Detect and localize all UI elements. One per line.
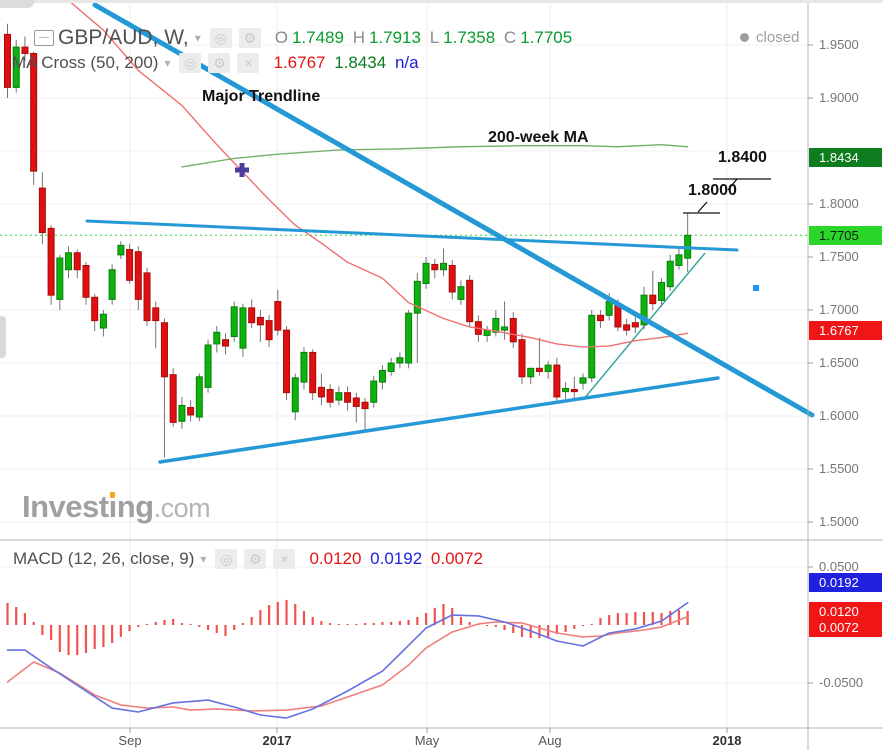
annotation-level-18400: 1.8400 [718, 149, 767, 166]
low-label: L [429, 28, 440, 47]
chevron-down-icon[interactable]: ▾ [194, 31, 201, 45]
ma-cross-values: 1.6767 1.8434 n/a [273, 53, 422, 73]
time-axis-label: Aug [538, 733, 562, 748]
high-value: 1.7913 [368, 28, 421, 47]
price-badge: 0.0192 [809, 572, 882, 592]
axis-tick-marks [129, 44, 813, 733]
close-icon: × [244, 55, 253, 71]
macd-title[interactable]: MACD (12, 26, close, 9) [13, 549, 195, 568]
close-label: C [503, 28, 517, 47]
axis-tick-label: 0.0500 [819, 559, 859, 574]
open-value: 1.7489 [291, 28, 344, 47]
symbol-title[interactable]: GBP/AUD, W, [58, 26, 189, 49]
close-value: 1.7705 [520, 28, 573, 47]
price-badge: 1.7705 [809, 225, 882, 245]
remove-indicator-button[interactable]: × [237, 53, 260, 73]
ma200-line [181, 143, 689, 168]
gridlines [0, 5, 808, 728]
eye-icon: ◎ [184, 54, 197, 71]
ma-cross-legend-row: MA Cross (50, 200) ▾ ◎ ⚙ × 1.6767 1.8434… [12, 53, 423, 73]
axis-tick-label: 1.5500 [819, 461, 859, 476]
trendline-drawings [85, 2, 815, 464]
price-badge: 1.6767 [809, 320, 882, 340]
axis-tick-label: -0.0500 [819, 675, 864, 690]
axis-tick-label: 1.7000 [819, 302, 859, 317]
chevron-down-icon[interactable]: ▾ [200, 552, 207, 566]
macd-values: 0.0120 0.0192 0.0072 [309, 549, 486, 569]
drawing-toolbar-handle[interactable] [0, 316, 6, 358]
pane-borders [0, 3, 883, 750]
ma50-value: 1.6767 [273, 53, 326, 72]
gear-icon: ⚙ [243, 29, 256, 46]
collapsed-toolbar-tab[interactable] [0, 0, 34, 8]
market-status: closed [740, 29, 799, 46]
legend-collapse-icon[interactable]: — [34, 30, 54, 46]
toggle-visibility-button[interactable]: ◎ [215, 549, 238, 569]
time-axis-label: 2018 [712, 733, 742, 748]
annotation-major-trendline: Major Trendline [202, 88, 321, 105]
top-edge-strip [0, 0, 883, 3]
status-dot-icon [740, 33, 749, 42]
symbol-settings-button[interactable]: ⚙ [238, 28, 261, 48]
macd-hist-value: 0.0120 [309, 549, 362, 568]
gear-icon: ⚙ [249, 550, 262, 567]
symbol-legend-row: — GBP/AUD, W, ▾ ◎ ⚙ O 1.7489 H 1.7913 L 1.7… [34, 26, 576, 50]
macd-signal-value: 0.0072 [430, 549, 483, 568]
macd-line-value: 0.0192 [370, 549, 423, 568]
low-value: 1.7358 [443, 28, 496, 47]
remove-indicator-button[interactable]: × [273, 549, 296, 569]
axis-tick-label: 1.6500 [819, 355, 859, 370]
candles-layer [4, 23, 692, 458]
annotation-level-18000: 1.8000 [688, 182, 737, 199]
annotation-leader-lines [683, 178, 771, 214]
axis-tick-label: 1.8000 [819, 196, 859, 211]
major-trendline[interactable] [92, 2, 815, 418]
open-label: O [274, 28, 288, 47]
indicator-settings-button[interactable]: ⚙ [208, 53, 231, 73]
price-badge: 1.8434 [809, 147, 882, 167]
gear-icon: ⚙ [213, 54, 226, 71]
close-icon: × [280, 551, 289, 567]
time-axis-label: Sep [118, 733, 142, 748]
price-badge: 0.0120 [809, 601, 882, 621]
macd-legend-row: MACD (12, 26, close, 9) ▾ ◎ ⚙ × 0.0120 0… [13, 549, 487, 569]
price-badge: 0.0072 [809, 617, 882, 637]
macd-main-line [6, 601, 689, 719]
cross-value: n/a [394, 53, 419, 72]
markers [235, 163, 759, 291]
axis-tick-label: 1.6000 [819, 408, 859, 423]
toggle-visibility-button[interactable]: ◎ [179, 53, 202, 73]
time-axis-label: 2017 [262, 733, 292, 748]
ma-cross-title[interactable]: MA Cross (50, 200) [12, 53, 159, 72]
ma200-value: 1.8434 [334, 53, 387, 72]
axis-tick-label: 1.9000 [819, 90, 859, 105]
high-label: H [352, 28, 365, 47]
ohlc-readout: O 1.7489 H 1.7913 L 1.7358 C 1.7705 [275, 28, 576, 48]
eye-icon: ◎ [214, 29, 227, 46]
toggle-visibility-button[interactable]: ◎ [209, 28, 232, 48]
annotation-ma200: 200-week MA [488, 129, 589, 146]
axis-tick-label: 1.5000 [819, 514, 859, 529]
ma50-line [67, 0, 689, 348]
orange-dot-icon [109, 492, 115, 498]
indicator-settings-button[interactable]: ⚙ [244, 549, 267, 569]
macd-signal-line [6, 615, 689, 712]
investing-watermark: Investı ng.com [22, 489, 211, 524]
eye-icon: ◎ [220, 550, 233, 567]
axis-tick-label: 1.7500 [819, 249, 859, 264]
time-axis-label: May [414, 733, 440, 748]
ascending-support-trendline[interactable] [158, 376, 720, 464]
axis-tick-label: 1.9500 [819, 37, 859, 52]
macd-histogram [6, 599, 689, 656]
minor-descending-trendline[interactable] [85, 219, 739, 252]
chevron-down-icon[interactable]: ▾ [164, 56, 171, 70]
status-label: closed [756, 29, 800, 46]
